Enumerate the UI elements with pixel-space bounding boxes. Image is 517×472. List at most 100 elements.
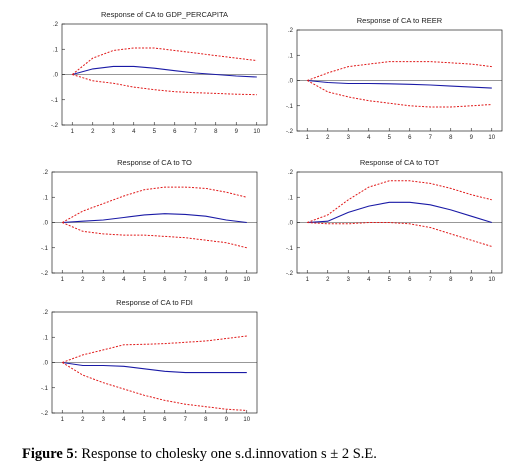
y-tick-label: .0 [53,73,59,79]
x-tick-label: 6 [163,277,167,283]
x-tick-label: 2 [91,129,95,135]
chart-panel-to: Response of CA to TO .2 .1 .0 -.1 -.2 1 2 3 4 5 6 7… [18,158,263,283]
x-tick-label: 9 [470,277,474,283]
chart-title: Response of CA to TOT [359,158,440,167]
lower-band-line [307,222,492,247]
y-tick-label: .2 [288,28,294,34]
x-tick-label: 5 [143,417,147,423]
y-tick-label: .0 [43,361,49,367]
x-tick-label: 8 [449,135,453,141]
upper-band-line [71,47,257,75]
x-tick-label: 10 [253,129,260,135]
figure-caption: Figure 5: Response to cholesky one s.d.i… [22,446,502,463]
y-tick-label: -.1 [286,104,294,110]
y-tick-label: .2 [288,170,294,176]
x-tick-label: 1 [306,135,310,141]
x-tick-label: 4 [367,277,371,283]
y-tick-label: -.1 [286,246,294,252]
x-tick-label: 8 [204,277,208,283]
x-tick-label: 4 [367,135,371,141]
chart-title: Response of CA to REER [356,16,443,25]
chart-title: Response of CA to TO [117,158,192,167]
x-tick-label: 4 [122,277,126,283]
x-tick-label: 2 [326,135,330,141]
y-tick-label: .2 [43,310,49,316]
x-tick-label: 10 [488,277,495,283]
x-tick-label: 2 [81,417,85,423]
response-line [62,213,247,224]
x-tick-label: 9 [470,135,474,141]
chart-tot: .2 .1 .0 -.1 -.2 1 2 3 4 5 6 7 8 9 10 [286,170,503,283]
x-tick-label: 9 [225,277,229,283]
x-tick-label: 9 [235,129,239,135]
chart-panel-fdi: Response of CA to FDI .2 .1 .0 -.1 -.2 1 2 3 4 5 6… [18,298,263,423]
upper-band-line [307,61,492,81]
figure-label: Figure 5 [22,446,74,462]
response-line [307,79,492,89]
chart-title: Response of CA to GDP_PERCAPITA [101,10,228,19]
upper-band-line [62,335,247,363]
y-tick-label: -.2 [41,411,49,417]
y-tick-label: .1 [288,53,294,59]
x-tick-label: 8 [204,417,208,423]
upper-band-line [307,180,492,223]
y-tick-label: .1 [288,195,294,201]
response-line [62,361,247,374]
lower-band-line [62,222,247,249]
x-tick-label: 1 [306,277,310,283]
x-tick-label: 5 [143,277,147,283]
x-tick-label: 5 [153,129,157,135]
x-tick-label: 10 [488,135,495,141]
chart-title: Response of CA to FDI [116,298,193,307]
x-tick-label: 7 [194,129,198,135]
x-tick-label: 1 [61,417,65,423]
y-tick-label: .2 [43,170,49,176]
y-tick-label: -.2 [286,129,294,135]
lower-band-line [62,362,247,411]
x-tick-label: 3 [112,129,116,135]
x-tick-label: 10 [243,417,250,423]
x-tick-label: 6 [163,417,167,423]
y-tick-label: .2 [53,22,59,28]
x-tick-label: 6 [173,129,177,135]
y-tick-label: .0 [43,221,49,227]
response-line [72,65,257,78]
y-tick-label: -.2 [286,271,294,277]
x-tick-label: 3 [347,277,351,283]
chart-panel-tot: Response of CA to TOT .2 .1 .0 -.1 -.2 1 2 3 4 5 6… [263,158,508,283]
x-tick-label: 10 [243,277,250,283]
x-tick-label: 7 [184,277,188,283]
y-tick-label: .1 [53,47,59,53]
x-tick-label: 2 [326,277,330,283]
chart-panel-reer: Response of CA to REER .2 .1 .0 -.1 -.2 1 2 3 4 5… [263,16,508,141]
upper-band-line [62,186,247,223]
y-tick-label: .1 [43,335,49,341]
x-tick-label: 3 [102,417,106,423]
y-tick-label: .0 [288,221,294,227]
x-tick-label: 3 [347,135,351,141]
x-tick-label: 4 [122,417,126,423]
x-tick-label: 1 [71,129,75,135]
figure-caption-text: : Response to cholesky one s.d.innovatio… [73,446,377,462]
x-tick-label: 8 [214,129,218,135]
y-tick-label: -.1 [41,246,49,252]
x-tick-label: 9 [225,417,229,423]
y-tick-label: .1 [43,195,49,201]
chart-fdi: .2 .1 .0 -.1 -.2 1 2 3 4 5 6 7 8 9 10 [41,310,258,423]
y-tick-label: -.2 [41,271,49,277]
x-tick-label: 8 [449,277,453,283]
chart-panel-gdp-percapita: Response of CA to GDP_PERCAPITA .2 .1 .0 -.… [28,10,273,135]
x-tick-label: 5 [388,135,392,141]
x-tick-label: 4 [132,129,136,135]
x-tick-label: 5 [388,277,392,283]
y-tick-label: -.2 [51,123,59,129]
lower-band-line [307,80,492,108]
x-tick-label: 3 [102,277,106,283]
x-tick-label: 6 [408,135,412,141]
response-line [307,201,492,224]
y-tick-label: -.1 [51,98,59,104]
chart-reer: .2 .1 .0 -.1 -.2 1 2 3 4 5 6 7 8 9 10 [286,28,503,141]
chart-gdp-percapita: .2 .1 .0 -.1 -.2 1 2 3 4 5 6 7 8 9 10 [51,22,268,135]
x-tick-label: 7 [184,417,188,423]
x-tick-label: 2 [81,277,85,283]
